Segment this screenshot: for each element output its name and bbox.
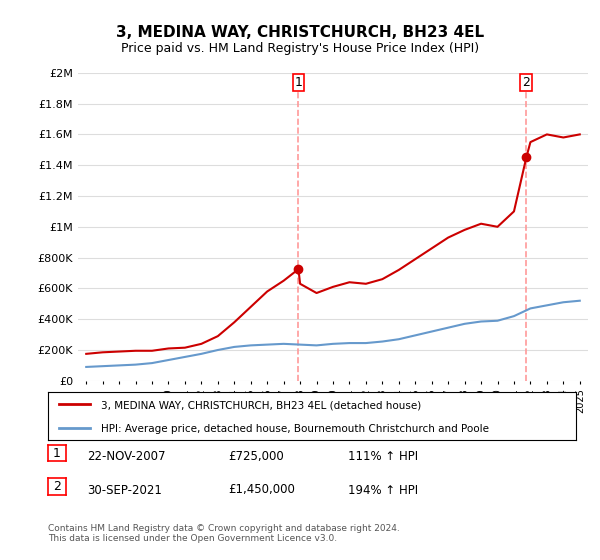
Text: Contains HM Land Registry data © Crown copyright and database right 2024.
This d: Contains HM Land Registry data © Crown c… (48, 524, 400, 543)
Text: 2: 2 (523, 76, 530, 89)
Text: 30-SEP-2021: 30-SEP-2021 (87, 483, 162, 497)
Text: 2: 2 (53, 480, 61, 493)
Text: 3, MEDINA WAY, CHRISTCHURCH, BH23 4EL (detached house): 3, MEDINA WAY, CHRISTCHURCH, BH23 4EL (d… (101, 400, 421, 410)
Text: £1,450,000: £1,450,000 (228, 483, 295, 497)
Text: 111% ↑ HPI: 111% ↑ HPI (348, 450, 418, 463)
Text: 194% ↑ HPI: 194% ↑ HPI (348, 483, 418, 497)
Text: HPI: Average price, detached house, Bournemouth Christchurch and Poole: HPI: Average price, detached house, Bour… (101, 424, 489, 434)
Text: Price paid vs. HM Land Registry's House Price Index (HPI): Price paid vs. HM Land Registry's House … (121, 42, 479, 55)
Text: 22-NOV-2007: 22-NOV-2007 (87, 450, 166, 463)
Text: 1: 1 (295, 76, 302, 89)
Text: 1: 1 (53, 446, 61, 460)
Text: £725,000: £725,000 (228, 450, 284, 463)
Text: 3, MEDINA WAY, CHRISTCHURCH, BH23 4EL: 3, MEDINA WAY, CHRISTCHURCH, BH23 4EL (116, 25, 484, 40)
